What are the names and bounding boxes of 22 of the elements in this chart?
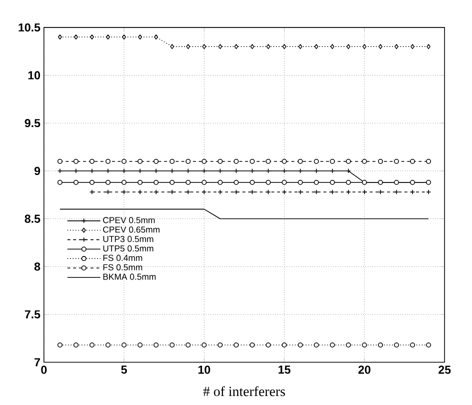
x-tick-label: 5 [121,366,127,374]
legend-label: FS 0.4mm [103,254,142,262]
legend-label: FS 0.5mm [103,264,142,270]
y-tick-label: 8.5 [24,214,40,223]
y-tick-label: 10.5 [18,23,40,32]
x-tick-label: 15 [278,366,290,374]
legend-label: BKMA 0.5mm [103,274,156,280]
y-tick-label: 10 [28,71,40,80]
x-tick-label: 20 [358,366,370,374]
x-axis-title: # of interferers [203,386,285,396]
x-tick-label: 0 [41,366,47,374]
legend-label: CPEV 0.5mm [103,217,155,224]
y-tick-label: 9.5 [24,119,40,128]
legend-label: UTP5 0.5mm [103,245,154,252]
x-tick-label: 10 [198,366,210,374]
legend-label: CPEV 0.65mm [103,226,160,233]
x-tick-label: 25 [438,366,451,374]
legend-label: UTP3 0.5mm [103,236,154,242]
y-tick-label: 7 [34,358,40,366]
y-tick-label: 8 [34,262,40,271]
y-tick-label: 7.5 [24,310,40,319]
y-tick-label: 9 [34,166,40,176]
